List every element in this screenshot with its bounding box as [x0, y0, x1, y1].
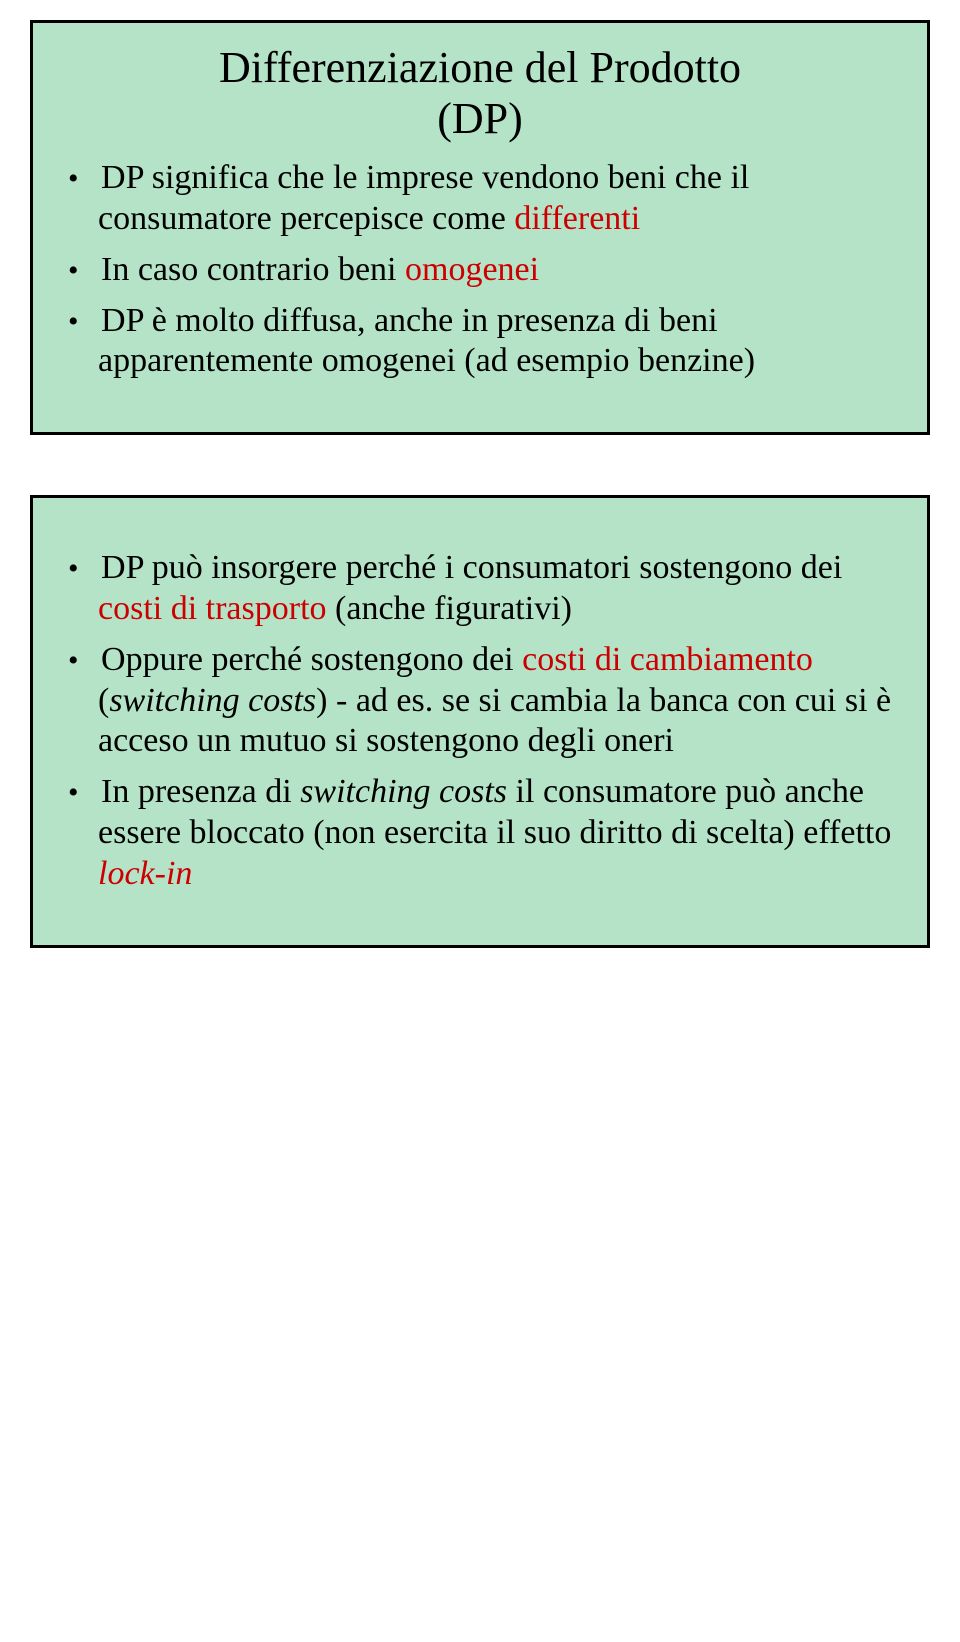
- bullet-text: DP significa che le imprese vendono beni…: [98, 159, 749, 237]
- title-line-1: Differenziazione del Prodotto: [219, 43, 741, 92]
- bullet-text: Oppure perché sostengono dei: [101, 641, 522, 678]
- bullet-text: In caso contrario beni: [101, 251, 405, 288]
- bullet-item: Oppure perché sostengono dei costi di ca…: [68, 640, 892, 762]
- bullet-text-red: differenti: [514, 200, 640, 237]
- bullet-item: DP significa che le imprese vendono beni…: [68, 158, 892, 240]
- bullet-text: In presenza di: [101, 773, 300, 810]
- bullet-text-red: omogenei: [405, 251, 539, 288]
- page-container: Differenziazione del Prodotto (DP) DP si…: [0, 0, 960, 988]
- bullet-text-italic: switching costs: [109, 682, 316, 719]
- slide-1-bullet-list: DP significa che le imprese vendono beni…: [68, 158, 892, 382]
- bullet-text: DP può insorgere perché i consumatori so…: [101, 549, 842, 586]
- bullet-text: DP è molto diffusa, anche in presenza di…: [98, 302, 755, 380]
- bullet-item: DP è molto diffusa, anche in presenza di…: [68, 301, 892, 383]
- slide-2: DP può insorgere perché i consumatori so…: [30, 495, 930, 947]
- slide-1: Differenziazione del Prodotto (DP) DP si…: [30, 20, 930, 435]
- bullet-text-red: costi di cambiamento: [522, 641, 813, 678]
- bullet-item: In caso contrario beni omogenei: [68, 250, 892, 291]
- bullet-text: (: [98, 682, 109, 719]
- slide-1-title: Differenziazione del Prodotto (DP): [68, 43, 892, 144]
- bullet-text-red-italic: lock-in: [98, 855, 192, 892]
- bullet-item: In presenza di switching costs il consum…: [68, 772, 892, 894]
- bullet-text-italic: switching costs: [300, 773, 507, 810]
- bullet-item: DP può insorgere perché i consumatori so…: [68, 548, 892, 630]
- title-line-2: (DP): [437, 94, 523, 143]
- slide-2-bullet-list: DP può insorgere perché i consumatori so…: [68, 548, 892, 894]
- bullet-text-red: costi di trasporto: [98, 590, 327, 627]
- bullet-text: (anche figurativi): [327, 590, 572, 627]
